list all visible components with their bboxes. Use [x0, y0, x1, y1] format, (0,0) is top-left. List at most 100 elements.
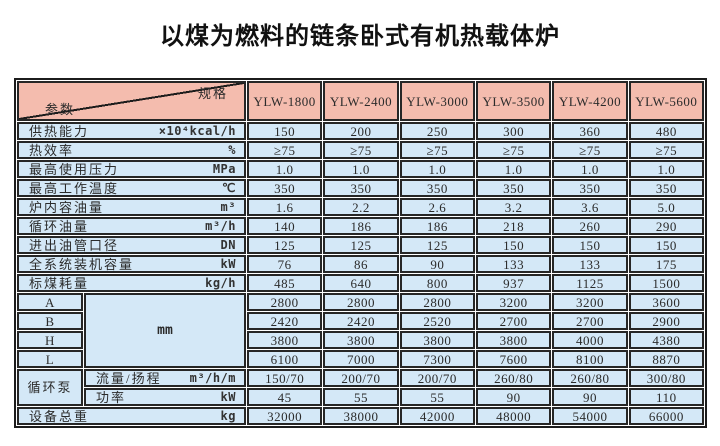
- pump-group-label: 循环泵: [17, 369, 83, 406]
- value-cell: 2.2: [323, 198, 399, 216]
- value-cell: 350: [247, 179, 323, 197]
- param-label-cell: 炉内容油量 m³: [17, 198, 246, 216]
- value-cell: 38000: [323, 407, 399, 425]
- param-unit: DN: [220, 238, 236, 252]
- param-label: 热效率: [29, 142, 75, 158]
- value-cell: 218: [475, 217, 552, 235]
- value-cell: 150: [247, 122, 323, 140]
- value-cell: 250: [399, 122, 475, 140]
- value-cell: 3600: [628, 293, 704, 311]
- value-cell: 186: [399, 217, 475, 235]
- corner-spec-label: 规格: [197, 86, 228, 101]
- value-cell: 2420: [323, 312, 399, 330]
- value-cell: 350: [323, 179, 399, 197]
- value-cell: 1.0: [247, 160, 323, 178]
- pump-row-flow-head: 循环泵 流量/扬程 m³/h/m 150/70 200/70 200/70 26…: [17, 369, 704, 406]
- param-unit: ×10⁴kcal/h: [158, 124, 236, 138]
- value-cell: 2900: [628, 312, 704, 330]
- param-label: 最高工作温度: [29, 180, 120, 196]
- value-cell: 4000: [552, 331, 628, 349]
- corner-cell: 规格 参数: [17, 81, 246, 121]
- table-header-row: 规格 参数 YLW-1800 YLW-2400 YLW-3000 YLW-350…: [17, 81, 704, 121]
- value-cell: 175: [628, 255, 704, 273]
- value-cell: ≥75: [628, 141, 704, 159]
- value-cell: 640: [323, 274, 399, 292]
- param-label: 炉内容油量: [29, 199, 105, 215]
- dim-row-a: A mm 2800 2800 2800 3200 3200 3600: [17, 293, 704, 368]
- value-cell: 54000: [552, 407, 628, 425]
- value-cell: 800: [399, 274, 475, 292]
- dim-letter: B: [17, 312, 83, 330]
- param-unit: kg: [220, 409, 236, 423]
- value-cell: 300: [475, 122, 552, 140]
- value-cell: 32000: [247, 407, 323, 425]
- param-row-pipe-diameter: 进出油管口径 DN 125 125 125 150 150 150: [17, 236, 704, 254]
- param-row-circulating-oil: 循环油量 m³/h 140 186 186 218 260 290: [17, 217, 704, 235]
- value-cell: ≥75: [475, 141, 552, 159]
- value-cell: 48000: [475, 407, 552, 425]
- dim-unit-cell: mm: [84, 293, 246, 368]
- param-label: 设备总重: [29, 408, 90, 424]
- value-cell: ≥75: [552, 141, 628, 159]
- value-cell: 2520: [399, 312, 475, 330]
- value-cell: 86: [323, 255, 399, 273]
- value-cell: ≥75: [323, 141, 399, 159]
- param-row-furnace-oil-volume: 炉内容油量 m³ 1.6 2.2 2.6 3.2 3.6 5.0: [17, 198, 704, 216]
- value-cell: 2700: [475, 312, 552, 330]
- value-cell: 125: [247, 236, 323, 254]
- param-label-cell: 供热能力 ×10⁴kcal/h: [17, 122, 246, 140]
- param-unit: m³: [220, 200, 236, 214]
- dim-letter: H: [17, 331, 83, 349]
- model-column-header: YLW-2400: [323, 81, 399, 121]
- value-cell: 360: [552, 122, 628, 140]
- value-cell: 42000: [399, 407, 475, 425]
- param-label-cell: 进出油管口径 DN: [17, 236, 246, 254]
- value-cell: 200/70: [323, 369, 399, 387]
- pump-sub-label-cell: 流量/扬程 m³/h/m: [84, 369, 246, 387]
- value-cell: 90: [475, 388, 552, 406]
- corner-param-label: 参数: [45, 102, 76, 117]
- value-cell: 1.0: [475, 160, 552, 178]
- param-row-max-pressure: 最高使用压力 MPa 1.0 1.0 1.0 1.0 1.0 1.0: [17, 160, 704, 178]
- value-cell: 1500: [628, 274, 704, 292]
- value-cell: 76: [247, 255, 323, 273]
- param-label: 全系统装机容量: [29, 256, 135, 272]
- value-cell: 350: [552, 179, 628, 197]
- param-unit: kg/h: [205, 276, 236, 290]
- value-cell: 150: [552, 236, 628, 254]
- value-cell: 90: [399, 255, 475, 273]
- page-title: 以煤为燃料的链条卧式有机热载体炉: [160, 22, 560, 50]
- param-unit: MPa: [212, 162, 236, 176]
- value-cell: 5.0: [628, 198, 704, 216]
- value-cell: 133: [475, 255, 552, 273]
- value-cell: 200/70: [399, 369, 475, 387]
- value-cell: 150/70: [247, 369, 323, 387]
- param-label: 供热能力: [29, 123, 90, 139]
- model-column-header: YLW-5600: [628, 81, 704, 121]
- param-label-cell: 最高使用压力 MPa: [17, 160, 246, 178]
- spec-table: 规格 参数 YLW-1800 YLW-2400 YLW-3000 YLW-350…: [14, 78, 707, 428]
- dim-row-h: H 3800 3800 3800 3800 4000 4380: [17, 331, 704, 349]
- value-cell: 3800: [399, 331, 475, 349]
- param-label-cell: 设备总重 kg: [17, 407, 246, 425]
- param-row-installed-capacity: 全系统装机容量 kW 76 86 90 133 133 175: [17, 255, 704, 273]
- param-label-cell: 标煤耗量 kg/h: [17, 274, 246, 292]
- param-unit: m³/h: [205, 219, 236, 233]
- pump-sub-unit: m³/h/m: [189, 371, 236, 385]
- value-cell: 290: [628, 217, 704, 235]
- value-cell: 8100: [552, 350, 628, 368]
- dim-letter: A: [17, 293, 83, 311]
- value-cell: 3200: [475, 293, 552, 311]
- pump-row-power: 功率 kW 45 55 55 90 90 110: [17, 388, 704, 406]
- value-cell: 260/80: [475, 369, 552, 387]
- value-cell: 480: [628, 122, 704, 140]
- value-cell: 1.6: [247, 198, 323, 216]
- value-cell: 7600: [475, 350, 552, 368]
- total-weight-row: 设备总重 kg 32000 38000 42000 48000 54000 66…: [17, 407, 704, 425]
- value-cell: 4380: [628, 331, 704, 349]
- value-cell: 3.2: [475, 198, 552, 216]
- value-cell: 3800: [323, 331, 399, 349]
- value-cell: 7300: [399, 350, 475, 368]
- value-cell: 150: [475, 236, 552, 254]
- value-cell: 2800: [247, 293, 323, 311]
